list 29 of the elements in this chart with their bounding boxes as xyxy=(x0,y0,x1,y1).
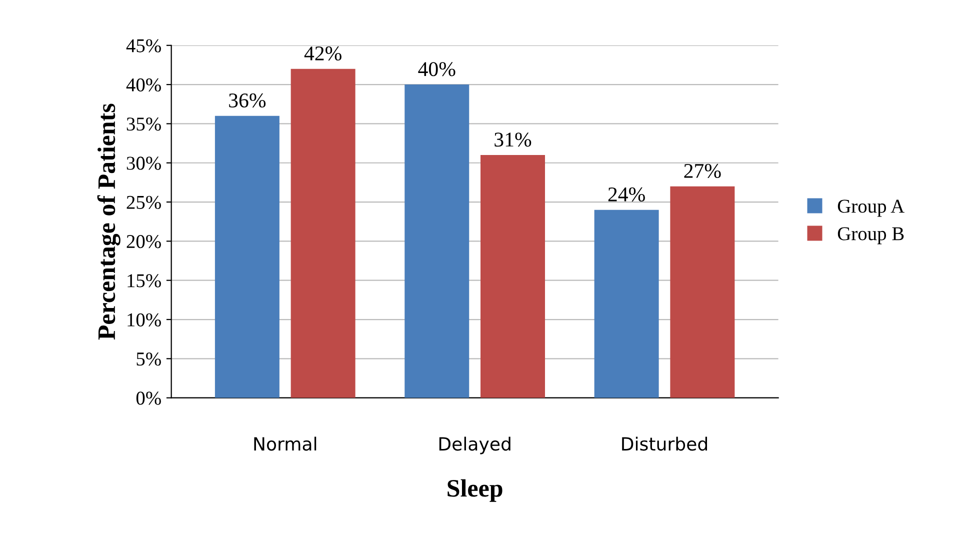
data-label: 31% xyxy=(494,132,532,147)
legend-label: Group B xyxy=(838,227,904,244)
y-tick-label: 5% xyxy=(136,352,161,366)
data-label: 40% xyxy=(418,62,456,76)
y-tick-label: 45% xyxy=(126,39,161,52)
data-label: 27% xyxy=(684,164,721,178)
y-tick-label: 25% xyxy=(126,196,161,210)
y-tick-label: 35% xyxy=(126,118,161,131)
y-axis-title: Percentage of Patients xyxy=(97,104,120,340)
bar xyxy=(480,155,545,398)
bar xyxy=(290,68,356,398)
x-axis-title: Sleep xyxy=(448,479,502,502)
bar xyxy=(404,84,470,398)
data-label: 24% xyxy=(608,187,645,202)
y-tick-label: 30% xyxy=(126,156,161,170)
data-label: 42% xyxy=(304,46,342,61)
x-tick-label: Disturbed xyxy=(622,436,708,451)
bar xyxy=(214,116,280,398)
y-tick-label: 15% xyxy=(128,274,161,288)
y-tick-label: 40% xyxy=(126,78,161,92)
y-tick-label: 10% xyxy=(128,313,161,327)
bar xyxy=(594,210,659,398)
x-tick-label: Delayed xyxy=(439,436,510,454)
x-tick-label: Normal xyxy=(254,436,316,451)
data-label: 36% xyxy=(229,93,266,108)
y-tick-label: 0% xyxy=(136,392,161,405)
y-tick-label: 20% xyxy=(126,235,161,248)
legend-label: Group A xyxy=(838,200,904,217)
bar xyxy=(670,186,735,398)
